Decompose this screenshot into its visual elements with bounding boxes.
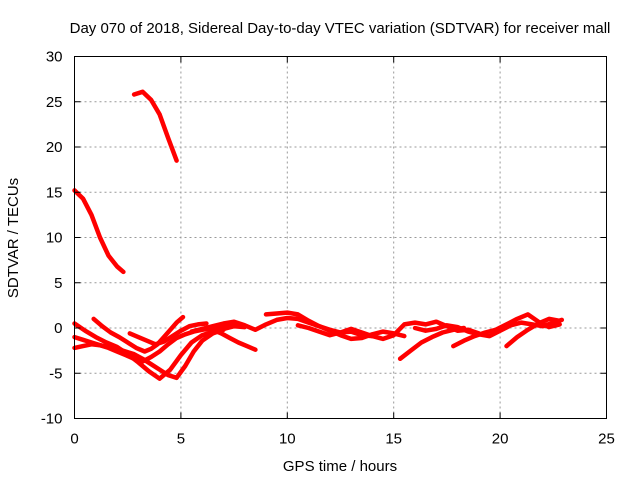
y-tick-label: 20: [46, 139, 63, 156]
x-axis-label: GPS time / hours: [283, 458, 397, 475]
x-tick-label: 5: [177, 431, 185, 448]
x-tick-label: 20: [492, 431, 509, 448]
y-tick-label: -10: [41, 411, 63, 428]
series-line-arc-7: [127, 321, 209, 347]
x-tick-label: 0: [70, 431, 78, 448]
x-tick-label: 15: [385, 431, 402, 448]
series-line-arc-2: [131, 89, 179, 163]
series-line-arc-1: [72, 188, 126, 275]
series-line-arc-6: [91, 314, 186, 354]
y-tick-label: 25: [46, 94, 63, 111]
chart-title: Day 070 of 2018, Sidereal Day-to-day VTE…: [70, 20, 611, 37]
x-tick-label: 25: [598, 431, 615, 448]
ticks: 0 5 10 15 20 25 -10 -5 0 5 10 15 20 25 30: [41, 49, 615, 448]
series-line-arc-5: [72, 327, 226, 381]
y-tick-label: 0: [54, 320, 62, 337]
y-tick-label: 10: [46, 230, 63, 247]
y-tick-label: 5: [54, 275, 62, 292]
series-line-arc-9: [210, 327, 258, 352]
series-layer: [72, 89, 565, 381]
y-tick-label: -5: [49, 365, 62, 382]
grid: [74, 56, 607, 419]
x-tick-label: 10: [279, 431, 296, 448]
series-line-arc-12: [397, 325, 467, 362]
y-axis-label: SDTVAR / TECUs: [5, 178, 22, 298]
y-tick-label: 30: [46, 49, 63, 66]
y-tick-label: 15: [46, 184, 63, 201]
series-line-arc-15: [504, 316, 562, 349]
